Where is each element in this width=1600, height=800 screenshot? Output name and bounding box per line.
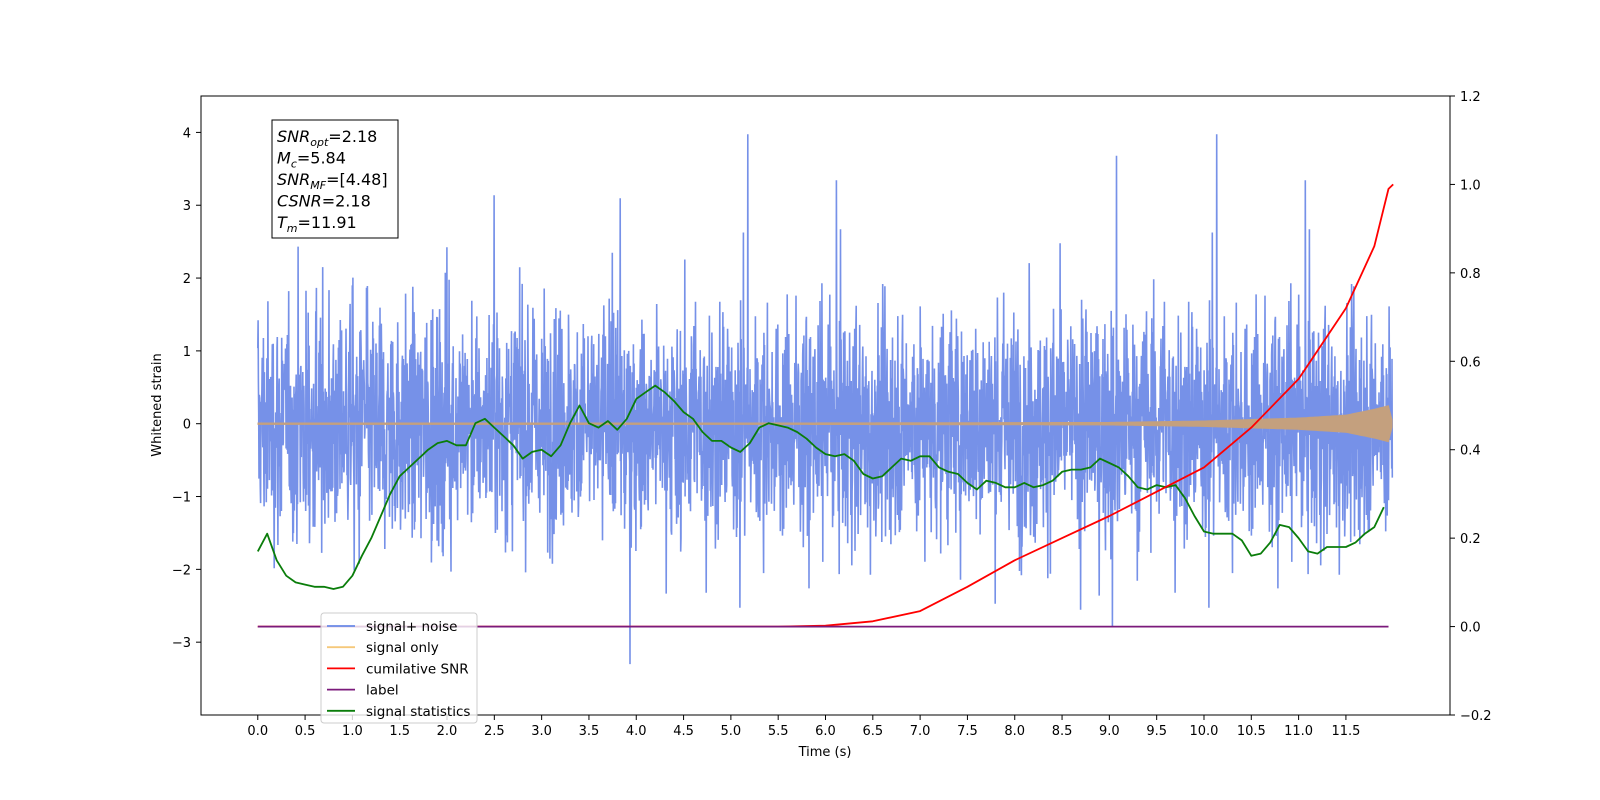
- legend-label: signal only: [366, 640, 439, 656]
- signal-noise-line: [257, 134, 1394, 665]
- x-tick-label: 8.5: [1052, 724, 1073, 739]
- x-tick-label: 8.0: [1004, 724, 1025, 739]
- y-tick-label: 1: [183, 345, 191, 360]
- x-tick-label: 6.0: [815, 724, 836, 739]
- series-cumilative-snr: [257, 183, 1394, 628]
- x-tick-label: 10.0: [1190, 724, 1219, 739]
- x-tick-label: 7.5: [957, 724, 978, 739]
- y-tick-label: 3: [183, 199, 191, 214]
- x-tick-label: 3.5: [579, 724, 600, 739]
- x-tick-label: 5.5: [768, 724, 789, 739]
- x-tick-label: 0.5: [295, 724, 316, 739]
- x-axis: 0.0 0.5 1.0 1.5 2.0 2.5 3.0 3.5 4.0 4.5 5.0 5.5 6.0 6…: [247, 715, 1360, 739]
- cumilative-snr-line: [257, 183, 1394, 628]
- x-axis-label: Time (s): [798, 745, 852, 760]
- x-tick-label: 6.5: [862, 724, 883, 739]
- y-tick-label: −1: [172, 491, 191, 506]
- x-tick-label: 3.0: [531, 724, 552, 739]
- legend-label: signal statistics: [366, 704, 470, 720]
- y-axis-label: Whitened strain: [150, 353, 165, 456]
- series-signal-only: [257, 405, 1393, 443]
- y2-tick-label: 0.4: [1460, 444, 1481, 459]
- x-tick-label: 0.0: [247, 724, 268, 739]
- x-tick-label: 2.0: [437, 724, 458, 739]
- y2-tick-label: 0.2: [1460, 532, 1481, 547]
- annotation-line: CSNR=2.18: [277, 192, 371, 211]
- y-tick-label: −2: [172, 563, 191, 578]
- x-tick-label: 9.0: [1099, 724, 1120, 739]
- annotation-line: SNRMF=[4.48]: [277, 170, 388, 192]
- x-tick-label: 9.5: [1146, 724, 1167, 739]
- y-tick-label: 4: [183, 126, 191, 141]
- legend-label: label: [366, 683, 399, 699]
- x-tick-label: 1.5: [389, 724, 410, 739]
- x-tick-label: 2.5: [484, 724, 505, 739]
- legend-label: signal+ noise: [366, 619, 457, 635]
- legend: signal+ noise signal only cumilative SNR la…: [320, 612, 478, 724]
- legend-label: cumilative SNR: [366, 661, 469, 677]
- y-axis-left: −3 −2 −1 0 1 2 3 4: [172, 126, 201, 651]
- y2-tick-label: 0.6: [1460, 355, 1481, 370]
- annotation-line: Tm=11.91: [277, 213, 357, 235]
- y2-tick-label: 0.8: [1460, 267, 1481, 282]
- signal-only-band: [257, 405, 1393, 443]
- series-signal-noise: [257, 134, 1394, 665]
- x-tick-label: 4.0: [626, 724, 647, 739]
- y-axis-right: −0.2 0.0 0.2 0.4 0.6 0.8 1.0 1.2: [1450, 90, 1492, 724]
- annotation-line: SNRopt=2.18: [277, 127, 377, 149]
- x-tick-label: 4.5: [673, 724, 694, 739]
- y2-tick-label: 1.0: [1460, 178, 1481, 193]
- y-tick-label: 2: [183, 272, 191, 287]
- y-tick-label: 0: [183, 418, 191, 433]
- x-tick-label: 5.0: [721, 724, 742, 739]
- annotation-box: [271, 119, 399, 239]
- y2-tick-label: −0.2: [1460, 709, 1492, 724]
- x-tick-label: 7.0: [910, 724, 931, 739]
- y2-tick-label: 0.0: [1460, 621, 1481, 636]
- annotation-line: Mc=5.84: [277, 149, 346, 171]
- x-tick-label: 11.0: [1284, 724, 1313, 739]
- x-tick-label: 10.5: [1237, 724, 1266, 739]
- legend-box: [320, 612, 478, 724]
- x-tick-label: 11.5: [1331, 724, 1360, 739]
- series-signal-statistics: [257, 384, 1385, 590]
- x-tick-label: 1.0: [342, 724, 363, 739]
- y2-tick-label: 1.2: [1460, 90, 1481, 105]
- y-tick-label: −3: [172, 636, 191, 651]
- signal-statistics-line: [257, 384, 1385, 590]
